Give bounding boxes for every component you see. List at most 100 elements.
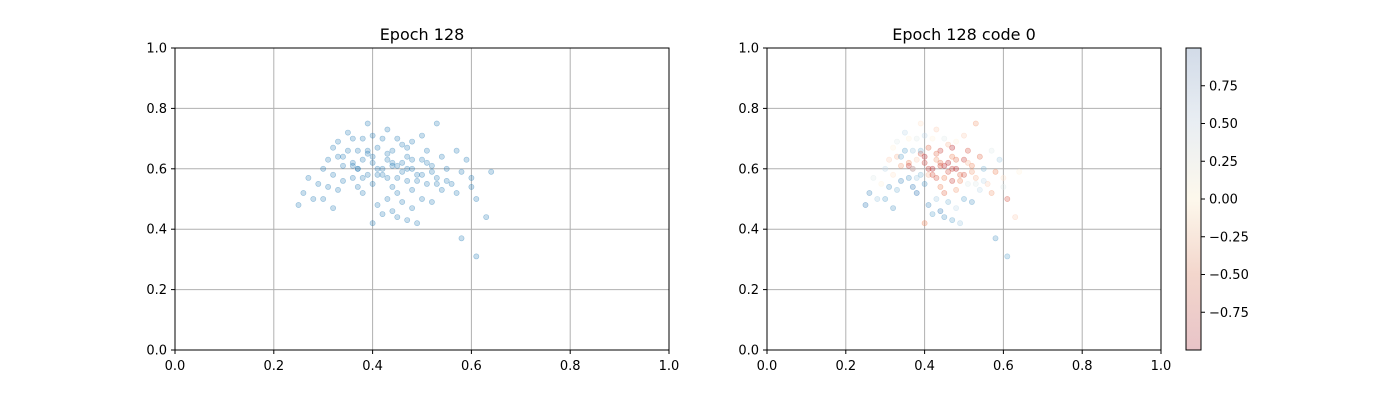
x-tick-label: 0.2: [835, 359, 856, 374]
scatter-point: [384, 126, 391, 133]
scatter-point: [992, 168, 999, 175]
scatter-point: [969, 168, 975, 175]
colorbar-tick-label: 0.00: [1209, 193, 1238, 208]
y-tick-label: 0.4: [738, 223, 759, 238]
scatter-point: [949, 153, 956, 160]
scatter-point: [941, 162, 948, 169]
scatter-point: [933, 196, 940, 202]
scatter-point: [1012, 214, 1019, 220]
scatter-point: [988, 147, 995, 154]
scatter-point: [921, 132, 928, 139]
scatter-point: [917, 147, 924, 154]
scatter-point: [399, 199, 406, 205]
scatter-point: [379, 171, 386, 178]
scatter-point: [384, 174, 391, 181]
y-tick-label: 0.8: [146, 102, 167, 117]
scatter-point: [409, 205, 415, 211]
scatter-point: [423, 180, 430, 187]
ticks-left: 0.0 0.2 0.4 0.6 0.8 1.0 0.0 0.2 0.4 0.6 0.8 1.0: [146, 42, 679, 375]
scatter-point: [965, 147, 971, 154]
scatter-point: [996, 156, 1003, 163]
colorbar-gradient: [1186, 48, 1201, 350]
x-tick-label: 0.4: [362, 359, 383, 374]
scatter-point: [902, 147, 908, 154]
scatter-point: [980, 165, 987, 172]
scatter-point: [882, 196, 889, 202]
scatter-point: [349, 174, 356, 181]
scatter-point: [890, 144, 896, 151]
scatter-point: [468, 174, 475, 181]
scatter-point: [965, 180, 971, 187]
scatter-point: [369, 180, 376, 187]
scatter-point: [929, 135, 936, 142]
scatter-point: [913, 156, 920, 163]
scatter-point: [929, 171, 936, 178]
scatter-point: [404, 153, 411, 160]
scatter-point: [874, 196, 881, 202]
scatter-point: [894, 186, 900, 193]
scatter-point: [340, 162, 346, 169]
scatter-point: [300, 190, 307, 196]
x-tick-label: 1.0: [659, 359, 680, 374]
scatter-point: [354, 147, 361, 154]
colorbar-tick-label: 0.75: [1209, 79, 1238, 94]
scatter-point: [295, 202, 302, 208]
scatter-point: [458, 235, 465, 242]
scatter-point: [448, 180, 455, 187]
scatter-point: [925, 144, 932, 151]
scatter-point: [965, 159, 971, 166]
scatter-point: [330, 171, 336, 178]
scatter-point: [423, 147, 430, 154]
scatter-point: [917, 171, 924, 178]
scatter-point: [389, 147, 396, 154]
scatter-point: [905, 174, 912, 181]
scatter-point: [913, 190, 920, 196]
scatter-point: [419, 156, 425, 163]
scatter-point: [976, 153, 983, 160]
points-right: [862, 120, 1023, 260]
scatter-point: [933, 156, 940, 163]
scatter-point: [933, 150, 940, 157]
colorbar-tick-label: −0.75: [1209, 306, 1249, 321]
scatter-point: [394, 174, 401, 181]
scatter-point: [453, 190, 460, 196]
y-tick-label: 0.6: [146, 162, 167, 177]
scatter-point: [374, 202, 381, 208]
scatter-point: [433, 180, 440, 187]
x-tick-label: 1.0: [1151, 359, 1172, 374]
colorbar-ticks: 0.75 0.50 0.25 0.00 −0.25 −0.50 −0.75: [1201, 79, 1249, 321]
scatter-point: [878, 180, 885, 187]
y-tick-label: 0.8: [738, 102, 759, 117]
scatter-point: [1004, 196, 1011, 202]
scatter-point: [310, 196, 317, 202]
scatter-point: [409, 138, 415, 145]
scatter-point: [980, 177, 987, 184]
scatter-point: [953, 186, 959, 193]
scatter-point: [374, 165, 381, 172]
scatter-point: [921, 220, 928, 227]
scatter-point: [399, 141, 406, 148]
scatter-point: [953, 165, 959, 172]
scatter-point: [488, 168, 495, 175]
scatter-point: [419, 196, 425, 202]
scatter-point: [344, 129, 351, 136]
scatter-point: [886, 156, 892, 163]
scatter-point: [902, 129, 908, 136]
scatter-point: [925, 171, 932, 178]
scatter-point: [369, 153, 376, 160]
scatter-point: [961, 171, 967, 178]
scatter-point: [349, 159, 356, 166]
scatter-point: [364, 150, 371, 157]
scatter-point: [473, 196, 480, 202]
scatter-point: [399, 168, 406, 175]
scatter-point: [364, 147, 371, 154]
scatter-point: [423, 159, 430, 166]
scatter-point: [976, 186, 983, 193]
scatter-point: [972, 120, 979, 127]
scatter-point: [384, 150, 391, 157]
scatter-point: [369, 220, 376, 227]
scatter-point: [909, 165, 916, 172]
scatter-point: [894, 138, 900, 145]
y-tick-label: 0.6: [738, 162, 759, 177]
